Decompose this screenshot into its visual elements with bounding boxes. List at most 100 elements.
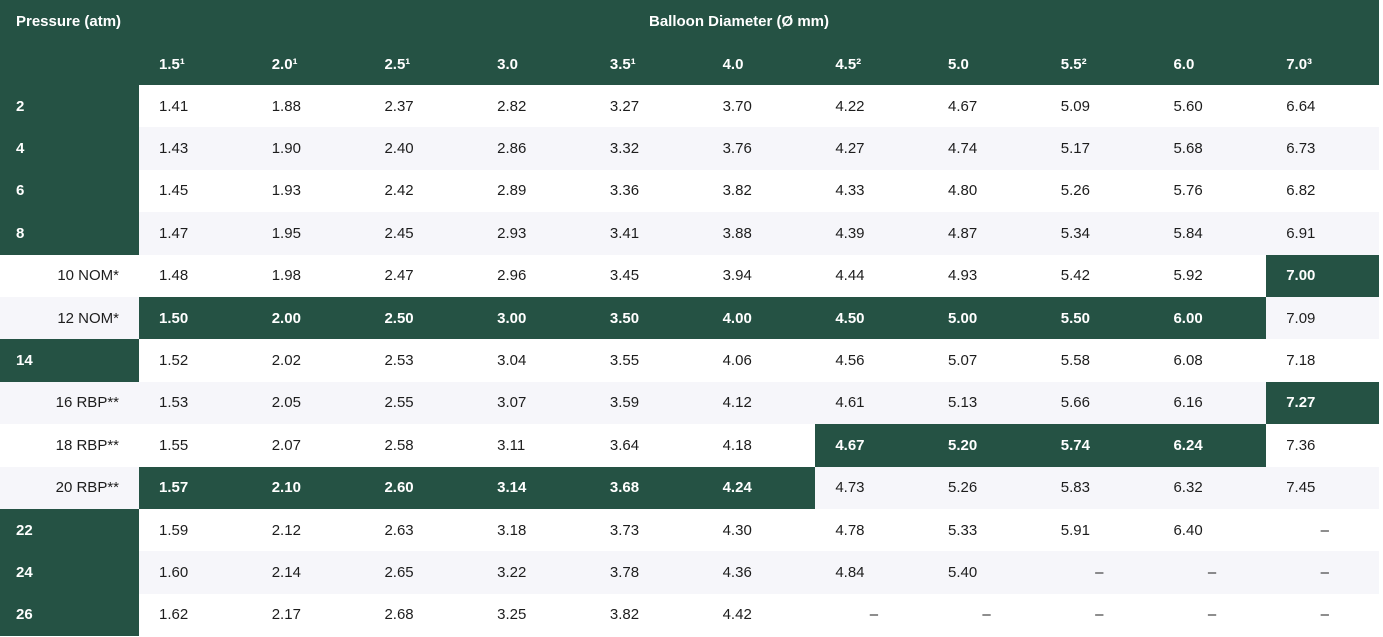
diameter-cell: 1.52 bbox=[159, 352, 189, 370]
diameter-cell: 2.14 bbox=[251, 551, 365, 594]
diameter-cell: 1.53 bbox=[139, 381, 252, 425]
diameter-cell: 6.16 bbox=[1153, 381, 1267, 425]
pressure-cell: 14 bbox=[0, 339, 139, 382]
diameter-cell: 3.50 bbox=[589, 296, 703, 340]
diameter-cell: 5.68 bbox=[1153, 127, 1267, 170]
diameter-cell: 5.74 bbox=[1040, 424, 1154, 467]
diameter-cell: 4.93 bbox=[948, 267, 978, 285]
column-header: 2.0¹ bbox=[251, 43, 365, 85]
diameter-cell: 6.40 bbox=[1173, 521, 1203, 539]
table-row: 22 1.59 2.12 2.63 3.18 3.73 4.30 4.78 5.33 5.91 6.… bbox=[0, 508, 1379, 552]
diameter-cell: 1.60 bbox=[139, 551, 252, 594]
diameter-cell: 4.42 bbox=[722, 606, 752, 624]
diameter-cell: 5.07 bbox=[948, 352, 978, 370]
diameter-cell: 6.32 bbox=[1153, 466, 1267, 509]
diameter-cell: 5.60 bbox=[1173, 97, 1203, 115]
diameter-cell: 3.27 bbox=[609, 97, 640, 115]
diameter-cell: 5.26 bbox=[1060, 182, 1090, 200]
diameter-cell: 3.73 bbox=[609, 521, 640, 539]
diameter-cell: 3.94 bbox=[722, 267, 752, 285]
diameter-cell: 2.10 bbox=[251, 466, 365, 509]
pressure-cell: 12 NOM* bbox=[0, 296, 139, 340]
diameter-cell: 3.07 bbox=[477, 381, 590, 425]
diameter-cell: 2.55 bbox=[364, 381, 478, 425]
diameter-cell: 3.41 bbox=[589, 212, 703, 255]
diameter-cell: 5.83 bbox=[1040, 466, 1154, 509]
diameter-cell: 2.93 bbox=[477, 212, 590, 255]
table-row: 26 1.62 2.17 2.68 3.25 3.82 4.42 – – – – – bbox=[0, 593, 1379, 637]
diameter-cell: 2.45 bbox=[364, 212, 478, 255]
diameter-cell: 6.91 bbox=[1266, 212, 1379, 255]
diameter-cell: 2.37 bbox=[384, 97, 414, 115]
pressure-cell: 8 bbox=[0, 212, 139, 255]
table-row: 18 RBP** 1.55 2.07 2.58 3.11 3.64 4.18 4.67 5.20… bbox=[0, 424, 1379, 467]
diameter-cell: 7.18 bbox=[1286, 352, 1316, 370]
diameter-cell: 3.55 bbox=[609, 352, 640, 370]
diameter-cell: 4.84 bbox=[815, 551, 929, 594]
diameter-cell: 1.43 bbox=[139, 127, 252, 170]
pressure-cell: 4 bbox=[0, 127, 139, 170]
table-row: 20 RBP** 1.57 2.10 2.60 3.14 3.68 4.24 4.73 5.26… bbox=[0, 466, 1379, 509]
column-header: 6.0 bbox=[1153, 43, 1267, 85]
diameter-cell: 4.18 bbox=[722, 436, 752, 454]
diameter-cell: 4.67 bbox=[815, 424, 929, 467]
diameter-cell: 3.82 bbox=[609, 606, 640, 624]
diameter-cell: 3.68 bbox=[589, 466, 703, 509]
diameter-cell: 3.18 bbox=[497, 521, 527, 539]
diameter-cell: 2.50 bbox=[364, 296, 478, 340]
diameter-cell: 4.12 bbox=[702, 381, 816, 425]
diameter-cell: 1.41 bbox=[159, 97, 189, 115]
table-row: 12 NOM* 1.50 2.00 2.50 3.00 3.50 4.00 4.50 5.00 5… bbox=[0, 296, 1379, 340]
diameter-cell: 6.24 bbox=[1153, 424, 1267, 467]
diameter-cell: 2.60 bbox=[364, 466, 478, 509]
diameter-cell: 4.50 bbox=[815, 296, 929, 340]
diameter-cell: 1.57 bbox=[139, 466, 252, 509]
diameter-cell: 2.58 bbox=[384, 436, 414, 454]
diameter-cell: 4.56 bbox=[835, 352, 865, 370]
diameter-cell: – bbox=[982, 606, 991, 624]
diameter-cell: 2.86 bbox=[477, 127, 590, 170]
diameter-cell: 4.78 bbox=[835, 521, 865, 539]
diameter-cell: 7.36 bbox=[1286, 436, 1316, 454]
table-row: 4 1.43 1.90 2.40 2.86 3.32 3.76 4.27 4.74 5.17 5.6… bbox=[0, 127, 1379, 170]
diameter-cell: 3.22 bbox=[477, 551, 590, 594]
diameter-cell: 3.88 bbox=[702, 212, 816, 255]
diameter-cell: 3.64 bbox=[609, 436, 640, 454]
diameter-cell: 2.82 bbox=[497, 97, 527, 115]
diameter-cell: – bbox=[1153, 551, 1267, 594]
diameter-cell: 2.68 bbox=[384, 606, 414, 624]
diameter-cell: 2.63 bbox=[384, 521, 414, 539]
diameter-cell: 5.13 bbox=[928, 381, 1041, 425]
diameter-cell: 3.45 bbox=[609, 267, 640, 285]
diameter-cell: 4.74 bbox=[928, 127, 1041, 170]
diameter-cell: 4.27 bbox=[815, 127, 929, 170]
corner-header: Pressure (atm) bbox=[0, 0, 139, 43]
diameter-cell: 5.50 bbox=[1040, 296, 1154, 340]
diameter-cell: 3.76 bbox=[702, 127, 816, 170]
diameter-cell: 2.12 bbox=[271, 521, 301, 539]
diameter-cell: 2.17 bbox=[271, 606, 301, 624]
table-row: 8 1.47 1.95 2.45 2.93 3.41 3.88 4.39 4.87 5.34 5.8… bbox=[0, 212, 1379, 255]
diameter-cell: – bbox=[1040, 551, 1154, 594]
diameter-cell: 2.07 bbox=[271, 436, 301, 454]
pressure-cell: 18 RBP** bbox=[55, 436, 119, 454]
diameter-cell: 5.40 bbox=[928, 551, 1041, 594]
diameter-cell: – bbox=[1320, 521, 1329, 539]
diameter-cell: 1.95 bbox=[251, 212, 365, 255]
diameter-cell: 3.78 bbox=[589, 551, 703, 594]
diameter-cell: 4.44 bbox=[835, 267, 865, 285]
diameter-cell: 2.42 bbox=[384, 182, 414, 200]
table-row: 24 1.60 2.14 2.65 3.22 3.78 4.36 4.84 5.40– – – bbox=[0, 551, 1379, 594]
table-row: 14 1.52 2.02 2.53 3.04 3.55 4.06 4.56 5.07 5.58 6.… bbox=[0, 339, 1379, 382]
pressure-cell: 24 bbox=[0, 551, 139, 594]
diameter-cell: 1.59 bbox=[159, 521, 189, 539]
pressure-cell: 10 NOM* bbox=[57, 267, 119, 285]
diameter-cell: 3.82 bbox=[722, 182, 752, 200]
diameter-cell: 2.00 bbox=[251, 296, 365, 340]
column-header: 3.0 bbox=[477, 43, 590, 85]
diameter-cell: 4.06 bbox=[722, 352, 752, 370]
diameter-cell: 4.87 bbox=[928, 212, 1041, 255]
diameter-cell: 4.33 bbox=[835, 182, 865, 200]
diameter-cell: 7.27 bbox=[1266, 381, 1379, 425]
pressure-cell: 16 RBP** bbox=[0, 381, 139, 425]
